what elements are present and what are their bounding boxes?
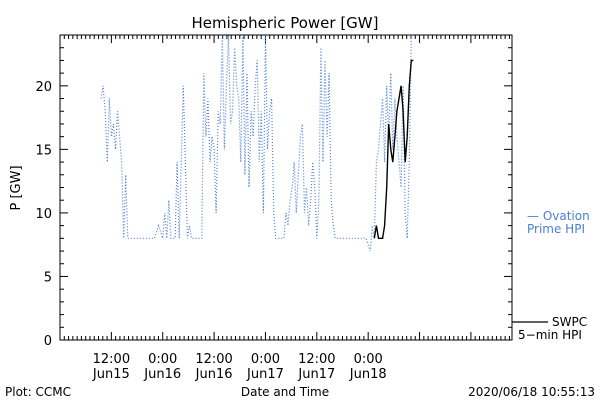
x-tick-date-label: Jun18 xyxy=(349,367,387,382)
plot-frame xyxy=(59,34,513,341)
y-axis-label: P [GW] xyxy=(9,165,24,210)
legend-swpc: SWPC 5−min HPI xyxy=(512,315,587,342)
x-tick-time-label: 0:00 xyxy=(354,352,383,367)
x-tick-date-label: Jun15 xyxy=(92,367,130,382)
legend-ovation: — Ovation Prime HPI xyxy=(527,209,590,236)
x-tick-date-label: Jun16 xyxy=(195,367,233,382)
x-tick-date-label: Jun17 xyxy=(297,367,335,382)
x-tick-time-label: 0:00 xyxy=(148,352,177,367)
y-axis: 0 5 10 15 20 xyxy=(35,34,512,349)
x-axis-label: Date and Time xyxy=(241,385,329,399)
y-tick-label: 0 xyxy=(44,334,52,349)
plot-credit: Plot: CCMC xyxy=(5,385,71,399)
chart-title: Hemispheric Power [GW] xyxy=(192,14,379,32)
x-tick-date-label: Jun17 xyxy=(246,367,284,382)
legend-ovation-line1: — Ovation xyxy=(527,209,590,223)
series-swpc-line xyxy=(373,59,414,240)
y-tick-label: 5 xyxy=(44,270,52,285)
x-tick-time-label: 12:00 xyxy=(298,352,335,367)
x-tick-time-label: 12:00 xyxy=(93,352,130,367)
legend-swpc-line2: 5−min HPI xyxy=(518,328,582,342)
x-axis: 12:00Jun150:00Jun1612:00Jun160:00Jun1712… xyxy=(59,35,510,382)
legend-swpc-line1: SWPC xyxy=(552,315,587,329)
x-tick-time-label: 0:00 xyxy=(251,352,280,367)
y-tick-label: 15 xyxy=(35,143,52,158)
legend-ovation-line2: Prime HPI xyxy=(527,222,585,236)
plot-timestamp: 2020/06/18 10:55:13 xyxy=(468,385,595,399)
x-tick-date-label: Jun16 xyxy=(143,367,181,382)
y-tick-label: 10 xyxy=(35,207,52,222)
y-tick-label: 20 xyxy=(35,80,52,95)
series-ovation-line xyxy=(100,34,412,252)
x-tick-time-label: 12:00 xyxy=(195,352,232,367)
series-layer xyxy=(100,34,414,252)
